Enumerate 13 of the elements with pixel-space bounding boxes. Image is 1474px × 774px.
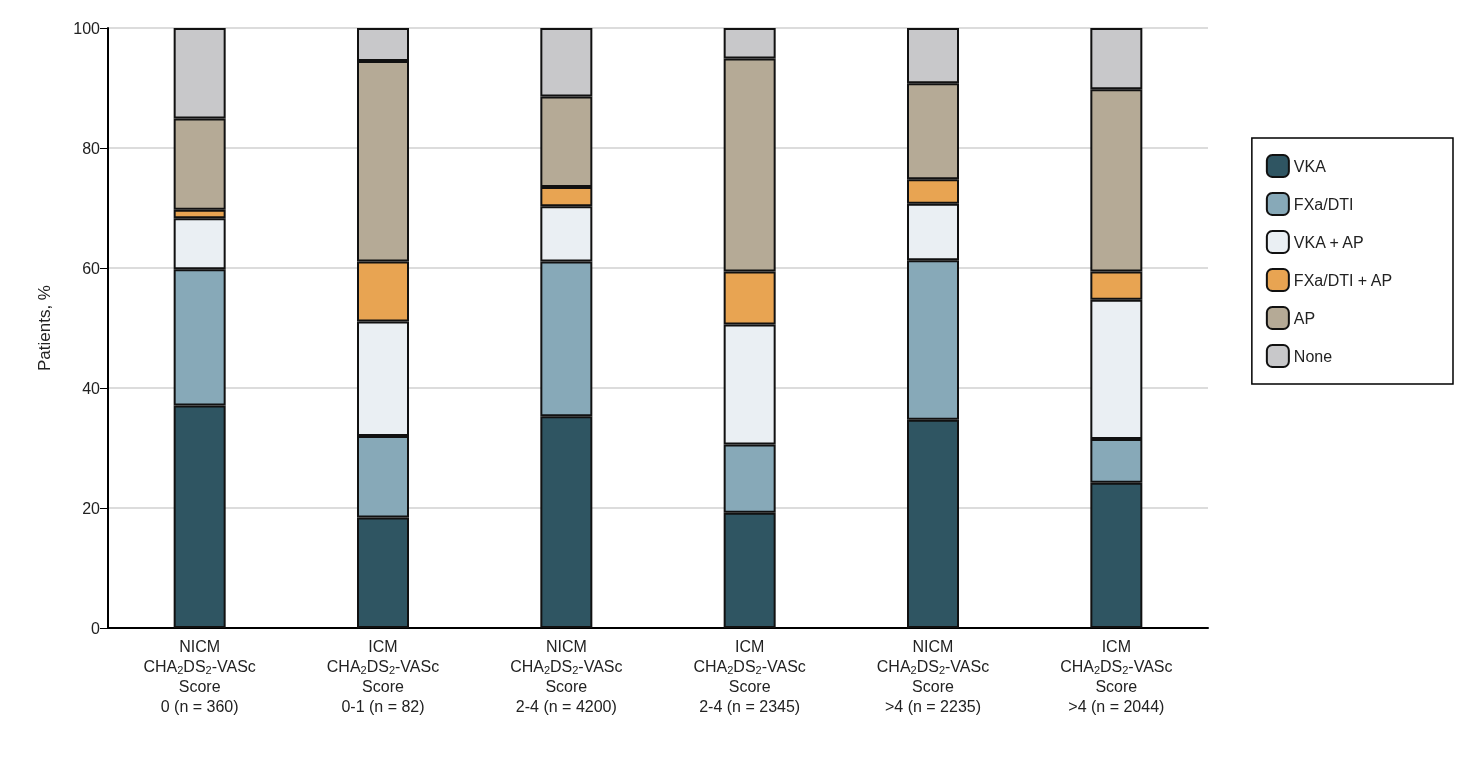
legend-label: None [1293,347,1333,365]
legend-label: VKA + AP [1293,233,1364,251]
y-tick-label: 40 [82,379,101,397]
y-tick-label: 80 [82,139,101,157]
legend-label: VKA [1293,157,1327,175]
y-tick-label: 60 [82,259,101,277]
y-tick-label: 20 [82,499,101,517]
y-axis-title: Patients, % [35,285,54,371]
y-tick-label: 100 [73,19,101,37]
legend-label: FXa/DTI + AP [1293,271,1393,289]
legend-label: FXa/DTI [1293,195,1354,213]
legend-label: AP [1293,309,1316,327]
y-tick-label: 0 [91,619,101,637]
